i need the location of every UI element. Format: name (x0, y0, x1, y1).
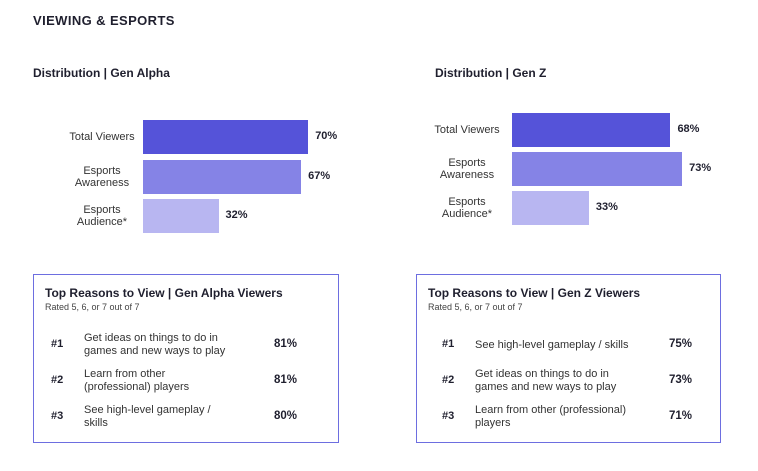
chart-title: Distribution | Gen Z (435, 66, 547, 80)
bar-category-label: Esports Awareness (74, 165, 130, 189)
distribution-chart-gen-z: Distribution | Gen Z Total Viewers 68% Esp… (434, 66, 712, 225)
bar (143, 160, 302, 194)
bar-value-label: 67% (308, 170, 331, 182)
reason-text: Get ideas on things to do in games and ne… (84, 332, 226, 357)
reason-rank: #3 (442, 410, 455, 422)
box-title: Top Reasons to View | Gen Z Viewers (428, 286, 641, 300)
bar-category-label: Total Viewers (69, 131, 135, 143)
reason-rank: #1 (51, 338, 64, 350)
bar (143, 199, 219, 233)
bar-value-label: 73% (689, 162, 712, 174)
reason-rank: #3 (51, 410, 64, 422)
bar (512, 191, 589, 225)
reason-rank: #2 (51, 374, 64, 386)
reason-percent: 73% (669, 374, 693, 386)
reason-rank: #1 (442, 338, 455, 350)
bar (512, 152, 683, 186)
bar-category-label: Esports Audience* (76, 204, 128, 228)
top-reasons-box-gen-alpha: Top Reasons to View | Gen Alpha Viewers … (33, 274, 339, 443)
bar-value-label: 33% (595, 201, 618, 213)
reason-percent: 75% (669, 338, 693, 350)
reason-text: Get ideas on things to do in games and ne… (475, 368, 617, 393)
reason-percent: 81% (274, 374, 298, 386)
bar (512, 113, 671, 147)
bar-category-label: Total Viewers (434, 124, 500, 136)
reason-percent: 71% (669, 410, 693, 422)
distribution-chart-gen-alpha: Distribution | Gen Alpha Total Viewers 70… (0, 0, 379, 250)
bar-value-label: 68% (677, 123, 700, 135)
bar-category-label: Esports Awareness (439, 157, 495, 181)
box-title: Top Reasons to View | Gen Alpha Viewers (45, 286, 283, 300)
page-title: VIEWING & ESPORTS (33, 13, 175, 28)
reason-text: Learn from other (professional) players (475, 404, 627, 429)
chart-title: Distribution | Gen Alpha (33, 66, 170, 80)
bar-category-label: Esports Audience* (441, 196, 493, 220)
reason-text: Learn from other (professional) players (84, 368, 190, 393)
reason-text: See high-level gameplay / skills (475, 338, 629, 351)
reason-rank: #2 (442, 374, 455, 386)
reason-percent: 81% (274, 338, 298, 350)
bar-value-label: 32% (225, 209, 248, 221)
reason-percent: 80% (274, 410, 298, 422)
bar-value-label: 70% (315, 130, 338, 142)
bar (143, 120, 309, 154)
top-reasons-box-gen-z: Top Reasons to View | Gen Z Viewers Rate… (416, 274, 721, 443)
reason-text: See high-level gameplay / skills (84, 404, 211, 429)
box-subtitle: Rated 5, 6, or 7 out of 7 (45, 302, 140, 312)
box-subtitle: Rated 5, 6, or 7 out of 7 (428, 302, 523, 312)
